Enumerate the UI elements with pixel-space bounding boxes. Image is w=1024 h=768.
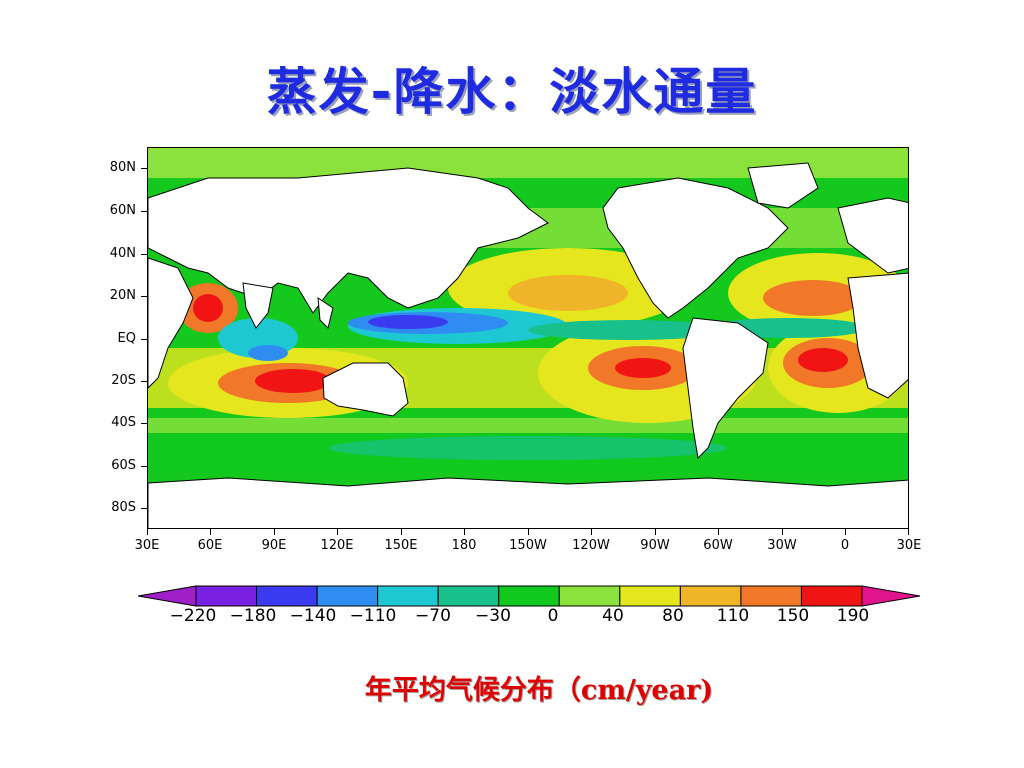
lon-label-180: 180 — [451, 538, 477, 553]
lon-tick — [528, 529, 529, 535]
lat-tick — [141, 508, 147, 509]
colorbar-label: −110 — [349, 606, 397, 626]
colorbar-label: 190 — [836, 606, 870, 626]
colorbar-segment — [740, 585, 802, 607]
colorbar-label: 0 — [547, 606, 559, 626]
lon-label-150e: 150E — [384, 538, 418, 553]
colorbar-label: −180 — [229, 606, 277, 626]
lon-label-30e-right: 30E — [896, 538, 922, 553]
lat-label-40s: 40S — [111, 415, 136, 430]
lat-label-80n: 80N — [109, 160, 136, 175]
page-title: 蒸发-降水：淡水通量 — [266, 63, 758, 121]
continents — [148, 162, 908, 528]
lat-tick — [141, 339, 147, 340]
lat-label-40n: 40N — [109, 246, 136, 261]
lon-tick — [147, 529, 148, 535]
lat-label-80s: 80S — [111, 500, 136, 515]
colorbar-segment — [498, 585, 560, 607]
lon-tick — [274, 529, 275, 535]
colorbar-segment — [679, 585, 742, 607]
lat-tick — [141, 211, 147, 212]
colorbar-label: −140 — [289, 606, 337, 626]
lon-label-60e: 60E — [197, 538, 223, 553]
colorbar-segment — [558, 585, 621, 607]
colorbar-label: −70 — [415, 606, 451, 626]
lon-tick — [845, 529, 846, 535]
colorbar — [138, 585, 920, 607]
lat-label-60s: 60S — [111, 458, 136, 473]
lat-tick — [141, 466, 147, 467]
colorbar-segment — [195, 585, 258, 607]
colorbar-arrow-left — [138, 585, 197, 607]
colorbar-label: 150 — [776, 606, 810, 626]
lon-tick — [591, 529, 592, 535]
colorbar-segment — [256, 585, 318, 607]
caption: 年平均气候分布（cm/year) — [364, 675, 714, 706]
lon-tick — [464, 529, 465, 535]
lat-label-60n: 60N — [109, 203, 136, 218]
lon-tick — [718, 529, 719, 535]
colorbar-label: 80 — [662, 606, 684, 626]
lon-label-90w: 90W — [640, 538, 670, 553]
lat-tick — [141, 381, 147, 382]
lon-label-90e: 90E — [261, 538, 287, 553]
colorbar-segment — [377, 585, 439, 607]
lat-label-20n: 20N — [109, 288, 136, 303]
lon-label-0: 0 — [840, 538, 850, 553]
lon-label-60w: 60W — [703, 538, 733, 553]
lon-label-120w: 120W — [572, 538, 610, 553]
colorbar-segment — [800, 585, 863, 607]
lon-label-30w: 30W — [767, 538, 797, 553]
colorbar-label: −220 — [169, 606, 217, 626]
freshwater-flux-map — [147, 147, 909, 529]
lat-tick — [141, 423, 147, 424]
lat-label-eq: EQ — [117, 331, 136, 346]
lon-tick — [210, 529, 211, 535]
lat-tick — [141, 168, 147, 169]
colorbar-segment — [619, 585, 681, 607]
lat-tick — [141, 296, 147, 297]
colorbar-label: 110 — [716, 606, 750, 626]
lat-tick — [141, 254, 147, 255]
colorbar-arrow-right — [861, 585, 920, 607]
lon-label-30e: 30E — [134, 538, 160, 553]
colorbar-segment — [437, 585, 500, 607]
lon-tick — [337, 529, 338, 535]
lon-tick — [655, 529, 656, 535]
lat-label-20s: 20S — [111, 373, 136, 388]
colorbar-label: 40 — [602, 606, 624, 626]
lon-tick — [908, 529, 909, 535]
map-canvas — [148, 148, 908, 528]
lon-tick — [782, 529, 783, 535]
lon-label-150w: 150W — [509, 538, 547, 553]
lon-label-120e: 120E — [320, 538, 354, 553]
colorbar-label: −30 — [475, 606, 511, 626]
lon-tick — [401, 529, 402, 535]
colorbar-segment — [316, 585, 379, 607]
